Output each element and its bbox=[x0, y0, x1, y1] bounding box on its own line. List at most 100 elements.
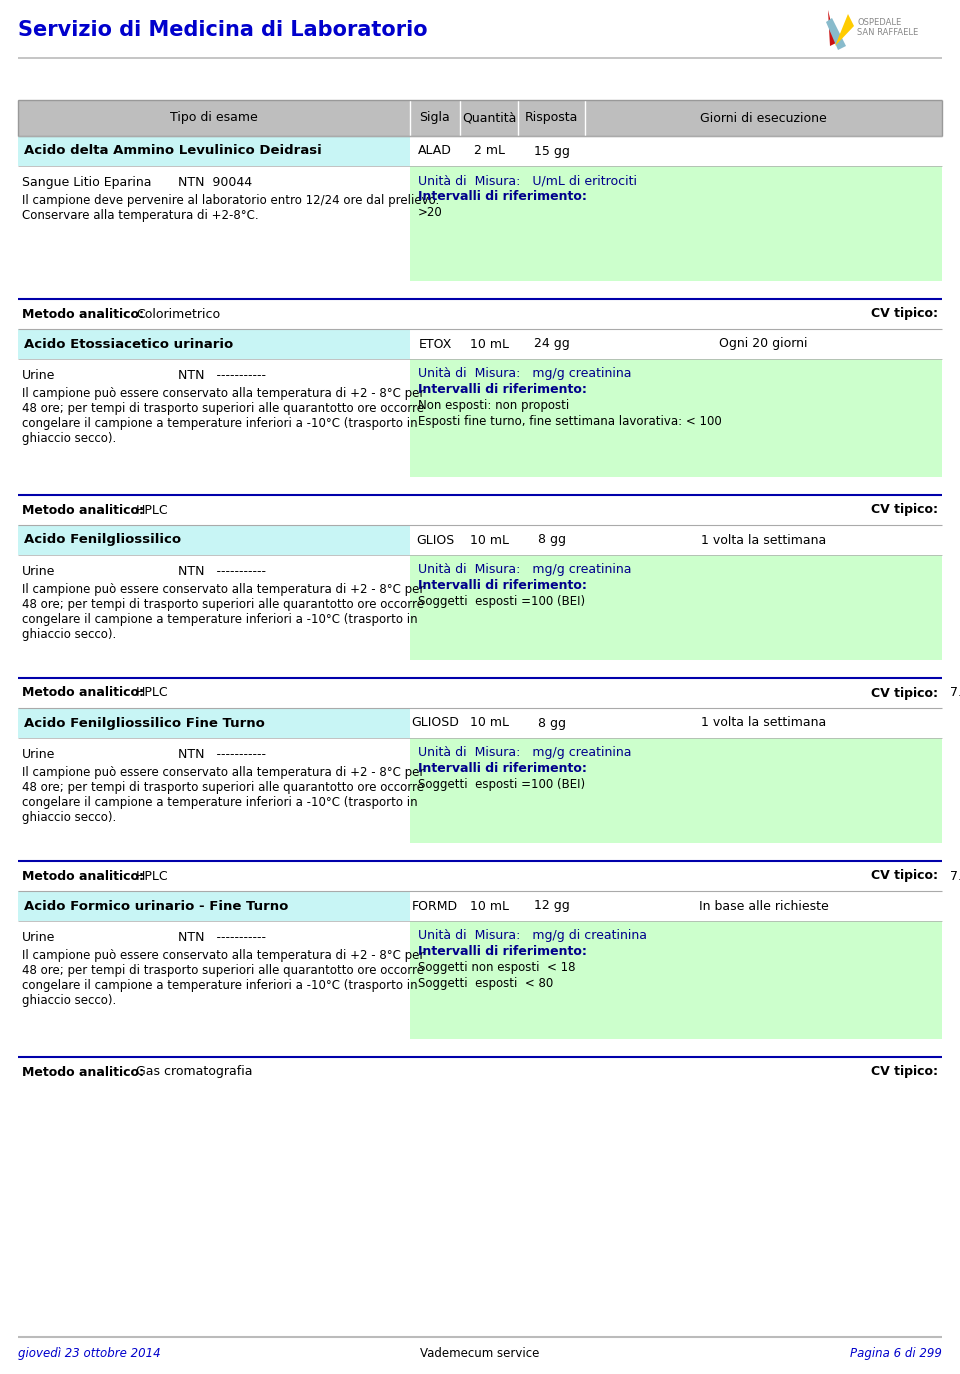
Bar bbox=[18, 495, 942, 525]
Text: Intervalli di riferimento:: Intervalli di riferimento: bbox=[418, 945, 587, 958]
Bar bbox=[18, 677, 942, 708]
Bar bbox=[18, 890, 410, 921]
Text: HPLC: HPLC bbox=[136, 687, 169, 699]
Bar bbox=[410, 921, 942, 1039]
Text: 12 gg: 12 gg bbox=[534, 900, 569, 912]
Text: Il campione può essere conservato alla temperatura di +2 - 8°C per
48 ore; per t: Il campione può essere conservato alla t… bbox=[22, 583, 424, 642]
Text: CV tipico:: CV tipico: bbox=[871, 870, 938, 882]
Text: Il campione può essere conservato alla temperatura di +2 - 8°C per
48 ore; per t: Il campione può essere conservato alla t… bbox=[22, 387, 424, 445]
Text: Pagina 6 di 299: Pagina 6 di 299 bbox=[851, 1347, 942, 1360]
Text: Unità di  Misura:   mg/g di creatinina: Unità di Misura: mg/g di creatinina bbox=[418, 929, 647, 943]
Text: Metodo analitico:: Metodo analitico: bbox=[22, 870, 144, 882]
Text: CV tipico:: CV tipico: bbox=[871, 1065, 938, 1079]
Bar bbox=[410, 359, 942, 477]
Text: 15 gg: 15 gg bbox=[534, 144, 569, 158]
Text: 1 volta la settimana: 1 volta la settimana bbox=[701, 716, 827, 730]
Bar bbox=[18, 359, 410, 477]
Bar bbox=[18, 861, 942, 890]
Polygon shape bbox=[835, 14, 854, 45]
Text: Vademecum service: Vademecum service bbox=[420, 1347, 540, 1360]
Bar bbox=[410, 525, 942, 555]
Text: Urine: Urine bbox=[22, 932, 56, 944]
Bar bbox=[18, 328, 410, 359]
Text: Soggetti  esposti  < 80: Soggetti esposti < 80 bbox=[418, 977, 553, 991]
Text: Gas cromatografia: Gas cromatografia bbox=[136, 1065, 252, 1079]
Text: 7.9: 7.9 bbox=[950, 870, 960, 882]
Text: Unità di  Misura:   mg/g creatinina: Unità di Misura: mg/g creatinina bbox=[418, 563, 632, 576]
Text: Unità di  Misura:   mg/g creatinina: Unità di Misura: mg/g creatinina bbox=[418, 367, 632, 381]
Text: Soggetti  esposti =100 (BEI): Soggetti esposti =100 (BEI) bbox=[418, 778, 586, 791]
Text: Sangue Litio Eparina: Sangue Litio Eparina bbox=[22, 176, 152, 190]
Bar bbox=[410, 890, 942, 921]
Text: FORMD: FORMD bbox=[412, 900, 458, 912]
Bar bbox=[410, 708, 942, 738]
Text: GLIOSD: GLIOSD bbox=[411, 716, 459, 730]
Bar bbox=[18, 708, 410, 738]
Text: 7.9: 7.9 bbox=[950, 687, 960, 699]
Bar bbox=[18, 282, 942, 300]
Text: GLIOS: GLIOS bbox=[416, 533, 454, 547]
Bar bbox=[18, 921, 410, 1039]
Text: CV tipico:: CV tipico: bbox=[871, 308, 938, 320]
Text: NTN   -----------: NTN ----------- bbox=[178, 565, 266, 578]
Text: Intervalli di riferimento:: Intervalli di riferimento: bbox=[418, 763, 587, 775]
Text: 2 mL: 2 mL bbox=[473, 144, 505, 158]
Text: Il campione deve pervenire al laboratorio entro 12/24 ore dal prelievo.
Conserva: Il campione deve pervenire al laboratori… bbox=[22, 194, 440, 223]
Bar bbox=[18, 555, 410, 660]
Text: Ogni 20 giorni: Ogni 20 giorni bbox=[719, 338, 807, 350]
Text: Quantità: Quantità bbox=[462, 111, 516, 125]
Bar bbox=[18, 300, 942, 328]
Text: ALAD: ALAD bbox=[418, 144, 452, 158]
Text: 8 gg: 8 gg bbox=[538, 533, 565, 547]
Text: Metodo analitico:: Metodo analitico: bbox=[22, 1065, 144, 1079]
Bar bbox=[410, 738, 942, 844]
Text: Urine: Urine bbox=[22, 565, 56, 578]
Bar bbox=[410, 328, 942, 359]
Text: Esposti fine turno, fine settimana lavorativa: < 100: Esposti fine turno, fine settimana lavor… bbox=[418, 415, 722, 427]
Text: Metodo analitico:: Metodo analitico: bbox=[22, 503, 144, 517]
Bar bbox=[18, 1057, 942, 1087]
Text: NTN  90044: NTN 90044 bbox=[178, 176, 252, 190]
Text: Il campione può essere conservato alla temperatura di +2 - 8°C per
48 ore; per t: Il campione può essere conservato alla t… bbox=[22, 765, 424, 824]
Text: Urine: Urine bbox=[22, 747, 56, 761]
Bar bbox=[18, 100, 942, 136]
Text: NTN   -----------: NTN ----------- bbox=[178, 370, 266, 382]
Text: Soggetti non esposti  < 18: Soggetti non esposti < 18 bbox=[418, 960, 575, 974]
Text: Intervalli di riferimento:: Intervalli di riferimento: bbox=[418, 190, 587, 203]
Text: CV tipico:: CV tipico: bbox=[871, 503, 938, 517]
Text: Acido Fenilgliossilico Fine Turno: Acido Fenilgliossilico Fine Turno bbox=[24, 716, 265, 730]
Bar bbox=[18, 1039, 942, 1057]
Text: Acido Formico urinario - Fine Turno: Acido Formico urinario - Fine Turno bbox=[24, 900, 288, 912]
Bar bbox=[18, 136, 410, 166]
Text: Il campione può essere conservato alla temperatura di +2 - 8°C per
48 ore; per t: Il campione può essere conservato alla t… bbox=[22, 949, 424, 1007]
Text: 24 gg: 24 gg bbox=[534, 338, 569, 350]
Text: In base alle richieste: In base alle richieste bbox=[699, 900, 828, 912]
Text: Servizio di Medicina di Laboratorio: Servizio di Medicina di Laboratorio bbox=[18, 21, 427, 40]
Text: Acido delta Ammino Levulinico Deidrasi: Acido delta Ammino Levulinico Deidrasi bbox=[24, 144, 322, 158]
Bar bbox=[18, 477, 942, 495]
Text: Metodo analitico:: Metodo analitico: bbox=[22, 308, 144, 320]
Text: HPLC: HPLC bbox=[136, 503, 169, 517]
Bar bbox=[410, 166, 942, 282]
Bar bbox=[410, 136, 942, 166]
Polygon shape bbox=[826, 18, 846, 49]
Text: Unità di  Misura:   U/mL di eritrociti: Unità di Misura: U/mL di eritrociti bbox=[418, 174, 637, 187]
Text: giovedì 23 ottobre 2014: giovedì 23 ottobre 2014 bbox=[18, 1347, 160, 1360]
Text: Risposta: Risposta bbox=[525, 111, 578, 125]
Text: 10 mL: 10 mL bbox=[469, 716, 509, 730]
Text: Tipo di esame: Tipo di esame bbox=[170, 111, 258, 125]
Bar bbox=[410, 555, 942, 660]
Text: Soggetti  esposti =100 (BEI): Soggetti esposti =100 (BEI) bbox=[418, 595, 586, 609]
Text: Intervalli di riferimento:: Intervalli di riferimento: bbox=[418, 383, 587, 396]
Text: Intervalli di riferimento:: Intervalli di riferimento: bbox=[418, 578, 587, 592]
Text: 10 mL: 10 mL bbox=[469, 338, 509, 350]
Text: HPLC: HPLC bbox=[136, 870, 169, 882]
Text: Acido Fenilgliossilico: Acido Fenilgliossilico bbox=[24, 533, 181, 547]
Bar bbox=[18, 660, 942, 677]
Text: >20: >20 bbox=[418, 206, 443, 218]
Text: NTN   -----------: NTN ----------- bbox=[178, 747, 266, 761]
Bar bbox=[18, 166, 410, 282]
Text: 10 mL: 10 mL bbox=[469, 900, 509, 912]
Bar bbox=[18, 844, 942, 861]
Text: Unità di  Misura:   mg/g creatinina: Unità di Misura: mg/g creatinina bbox=[418, 746, 632, 758]
